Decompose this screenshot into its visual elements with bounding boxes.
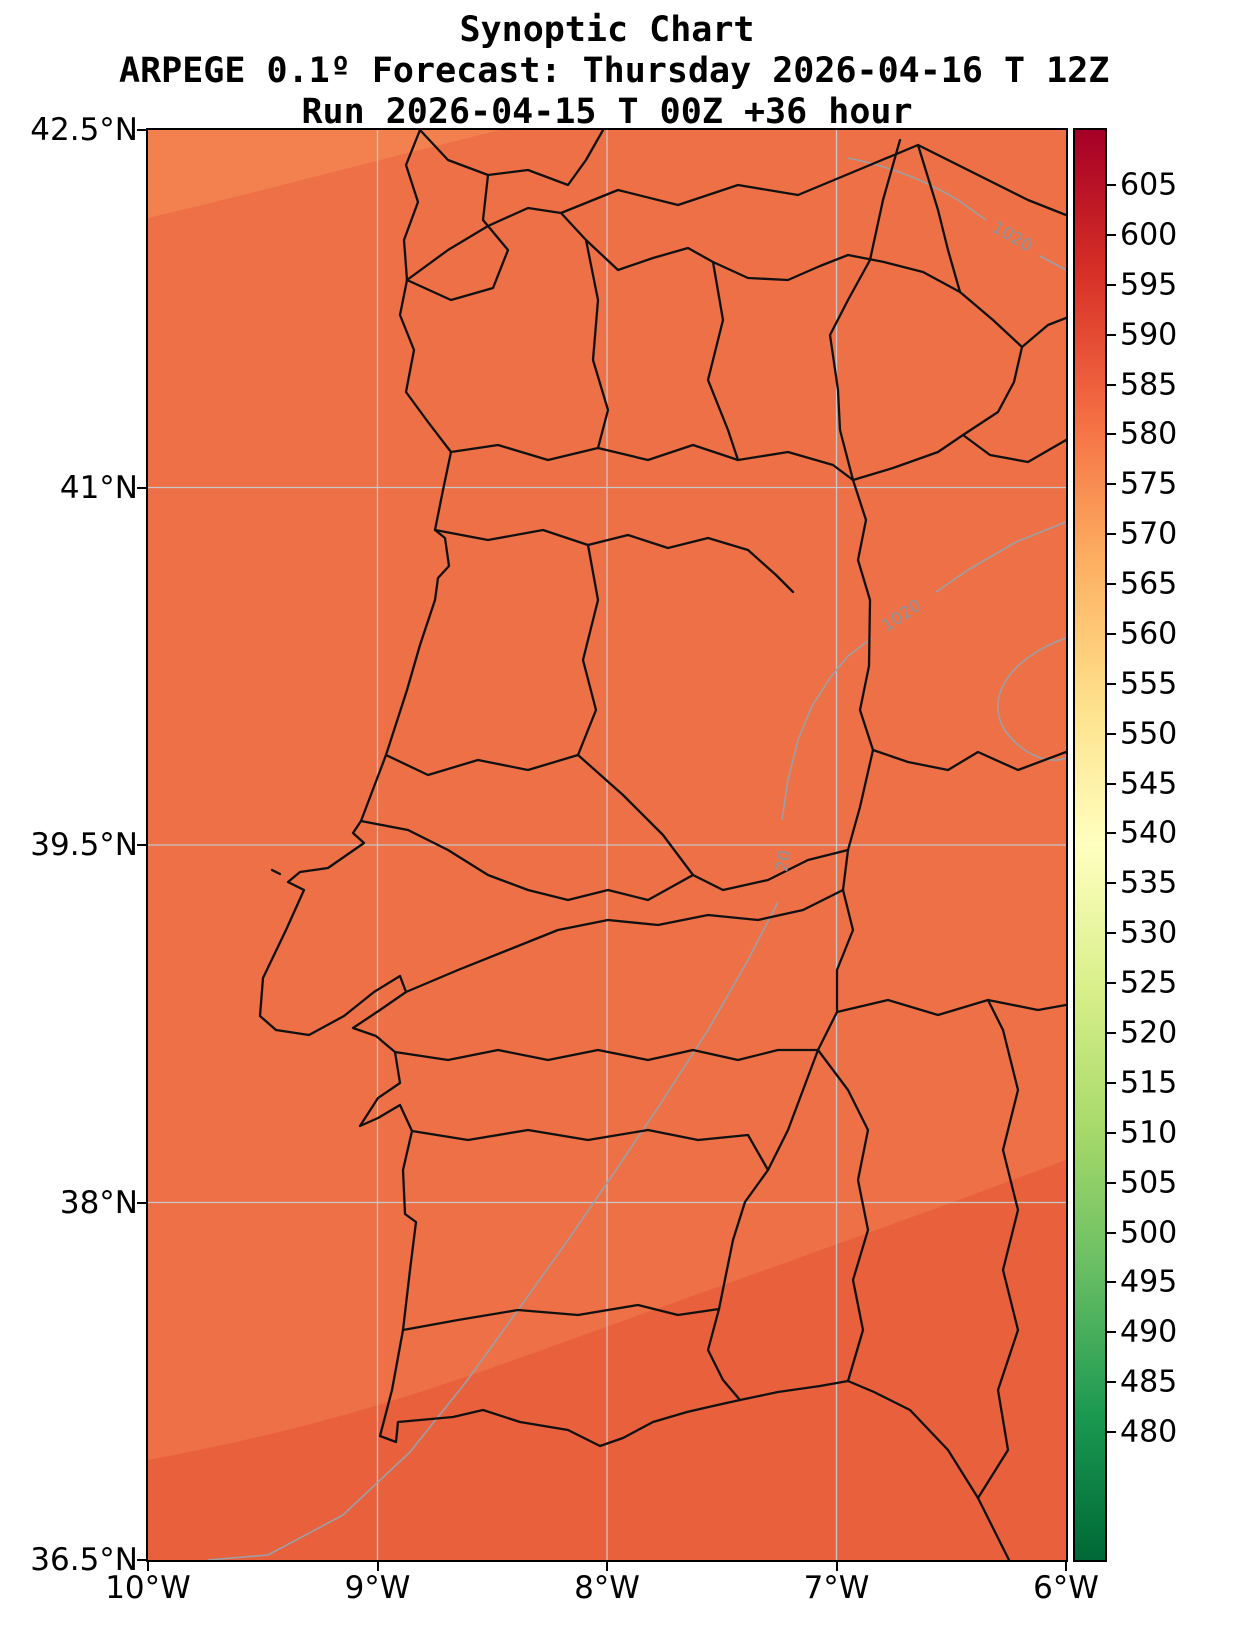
chart-run-info: Run 2026-04-15 T 00Z +36 hour xyxy=(301,92,913,132)
colorbar-tick-mark xyxy=(1107,782,1116,785)
y-tick-mark xyxy=(137,129,146,131)
colorbar-tick-mark xyxy=(1107,533,1116,536)
colorbar-tick-label: 480 xyxy=(1120,1414,1178,1450)
colorbar xyxy=(1073,128,1107,1562)
synoptic-map-svg: 1020 1020 20 xyxy=(148,130,1066,1560)
x-tick-mark xyxy=(147,1562,149,1571)
colorbar-tick-mark xyxy=(1107,283,1116,286)
colorbar-tick-label: 485 xyxy=(1120,1364,1178,1400)
field-fill-northwest-band xyxy=(148,130,500,218)
colorbar-tick-label: 500 xyxy=(1120,1215,1178,1250)
colorbar-tick-label: 575 xyxy=(1120,466,1178,502)
isobar-contours xyxy=(207,157,1066,1560)
y-tick-label: 39.5°N xyxy=(30,827,138,863)
colorbar-tick-mark xyxy=(1107,1131,1116,1134)
isobar-1020-middle xyxy=(935,521,1066,593)
coastline-portugal-spain xyxy=(258,130,1011,1560)
x-tick-mark xyxy=(376,1562,379,1571)
chart-subtitle: ARPEGE 0.1º Forecast: Thursday 2026-04-1… xyxy=(119,51,1110,91)
colorbar-tick-label: 560 xyxy=(1120,616,1178,652)
colorbar-tick-label: 595 xyxy=(1120,267,1178,303)
colorbar-tick-label: 565 xyxy=(1120,566,1178,602)
isobar-long-diagonal xyxy=(207,901,779,1560)
colorbar-tick-label: 580 xyxy=(1120,416,1178,452)
colorbar-tick-mark xyxy=(1107,832,1116,835)
colorbar-tick-mark xyxy=(1107,1231,1116,1234)
x-tick-label: 8°W xyxy=(574,1570,640,1606)
y-tick-label: 38°N xyxy=(59,1184,138,1221)
colorbar-tick-label: 555 xyxy=(1120,666,1178,702)
district-boundaries xyxy=(270,130,1066,1500)
x-tick-mark xyxy=(835,1562,838,1571)
colorbar-tick-mark xyxy=(1107,732,1116,735)
colorbar-tick-label: 585 xyxy=(1120,367,1178,403)
colorbar-tick-label: 600 xyxy=(1120,217,1178,253)
coast-and-boundaries xyxy=(258,130,1066,1560)
colorbar-tick-mark xyxy=(1107,632,1116,635)
colorbar-tick-mark xyxy=(1107,1331,1116,1334)
y-tick-mark xyxy=(137,486,146,489)
colorbar-tick-label: 530 xyxy=(1120,915,1178,951)
y-tick-mark xyxy=(137,1559,146,1561)
colorbar-tick-label: 590 xyxy=(1120,317,1178,353)
y-tick-label: 42.5°N xyxy=(30,112,138,148)
colorbar-tick-mark xyxy=(1107,1381,1116,1384)
colorbar-tick-mark xyxy=(1107,483,1116,486)
colorbar-tick-label: 490 xyxy=(1120,1314,1178,1350)
colorbar-tick-mark xyxy=(1107,583,1116,586)
colorbar-tick-mark xyxy=(1107,233,1116,236)
colorbar-tick-label: 520 xyxy=(1120,1015,1178,1051)
colorbar-tick-label: 515 xyxy=(1120,1065,1178,1101)
colorbar-tick-label: 495 xyxy=(1120,1264,1178,1300)
figure-titles: Synoptic Chart ARPEGE 0.1º Forecast: Thu… xyxy=(119,10,1110,133)
colorbar-tick-mark xyxy=(1107,1181,1116,1184)
colorbar-tick-mark xyxy=(1107,882,1116,885)
colorbar-tick-mark xyxy=(1107,184,1116,187)
colorbar-tick-mark xyxy=(1107,932,1116,935)
map-plot-area: 1020 1020 20 xyxy=(146,128,1068,1562)
colorbar-tick-label: 605 xyxy=(1120,167,1178,203)
colorbar-tick-mark xyxy=(1107,982,1116,985)
colorbar-tick-label: 525 xyxy=(1120,965,1178,1001)
colorbar-tick-mark xyxy=(1107,1081,1116,1084)
graticule-gridlines xyxy=(148,130,1066,1560)
colorbar-tick-mark xyxy=(1107,1031,1116,1034)
colorbar-tick-label: 535 xyxy=(1120,865,1178,901)
colorbar-tick-mark xyxy=(1107,682,1116,685)
x-tick-label: 6°W xyxy=(1033,1570,1099,1606)
colorbar-tick-label: 540 xyxy=(1120,815,1178,851)
isobar-1020-top-right xyxy=(847,157,987,221)
colorbar-tick-mark xyxy=(1107,383,1116,386)
colorbar-tick-label: 545 xyxy=(1120,766,1178,802)
x-tick-label: 10°W xyxy=(105,1570,191,1606)
x-tick-label: 9°W xyxy=(344,1570,411,1606)
colorbar-tick-label: 550 xyxy=(1120,716,1178,752)
colorbar-tick-mark xyxy=(1107,433,1116,436)
portugal-spain-border xyxy=(405,206,1024,1402)
x-tick-mark xyxy=(1065,1562,1067,1571)
colorbar-tick-label: 505 xyxy=(1120,1165,1178,1201)
isobar-label-20-partial: 20 xyxy=(772,849,795,874)
isobar-1020-top-right-tail xyxy=(1039,255,1066,271)
colorbar-tick-mark xyxy=(1107,1281,1116,1284)
colorbar-tick-mark xyxy=(1107,1431,1116,1433)
colorbar-tick-label: 510 xyxy=(1120,1115,1178,1151)
x-tick-label: 7°W xyxy=(803,1570,870,1606)
y-tick-label: 41°N xyxy=(59,469,138,506)
x-tick-mark xyxy=(606,1562,608,1571)
colorbar-tick-label: 570 xyxy=(1120,516,1178,552)
chart-title: Synoptic Chart xyxy=(459,10,755,50)
y-tick-mark xyxy=(137,1201,146,1204)
y-tick-mark xyxy=(137,844,146,846)
isobar-1020-middle-tail xyxy=(781,637,873,821)
colorbar-tick-mark xyxy=(1107,333,1116,336)
y-tick-label: 36.5°N xyxy=(30,1542,138,1578)
